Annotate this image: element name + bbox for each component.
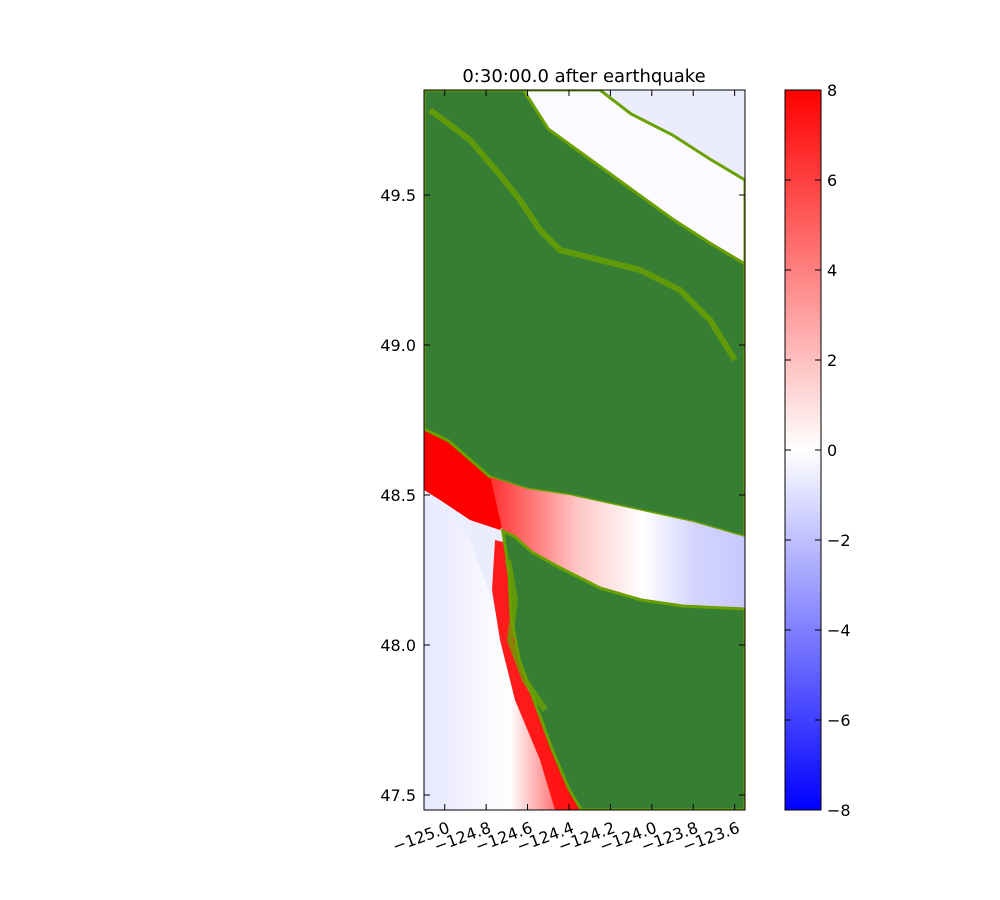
plot-area — [424, 90, 745, 810]
colorbar-tick-label: 0 — [827, 441, 837, 460]
chart-title: 0:30:00.0 after earthquake — [462, 66, 705, 87]
plot-frame — [423, 89, 746, 811]
strait-mouth-positive — [424, 428, 520, 530]
colorbar-tick-label: 4 — [827, 261, 837, 280]
y-axis: 47.5 48.0 48.5 49.0 49.5 — [380, 186, 745, 805]
colorbar-tick-label: 8 — [827, 81, 837, 100]
colorbar-tick-label: 6 — [827, 171, 837, 190]
y-tick-label: 47.5 — [380, 786, 416, 805]
colorbar-tick-label: −6 — [827, 711, 851, 730]
colorbar-tick-label: −8 — [827, 801, 851, 820]
shoreline-accent-north — [428, 107, 738, 362]
colorbar: −8 −6 −4 −2 0 2 4 6 8 — [784, 81, 851, 820]
colorbar-tick-label: −2 — [827, 531, 851, 550]
shoreline-accent-south — [505, 559, 548, 712]
strait-water — [490, 477, 745, 609]
colorbar-tick-label: −4 — [827, 621, 851, 640]
y-tick-label: 49.0 — [380, 336, 416, 355]
y-tick-label: 48.5 — [380, 486, 416, 505]
colorbar-tick-label: 2 — [827, 351, 837, 370]
y-tick-label: 49.5 — [380, 186, 416, 205]
land-peninsula — [500, 528, 745, 810]
northern-water — [444, 90, 745, 266]
colorbar-ticks: −8 −6 −4 −2 0 2 4 6 8 — [785, 81, 851, 820]
y-tick-label: 48.0 — [380, 636, 416, 655]
